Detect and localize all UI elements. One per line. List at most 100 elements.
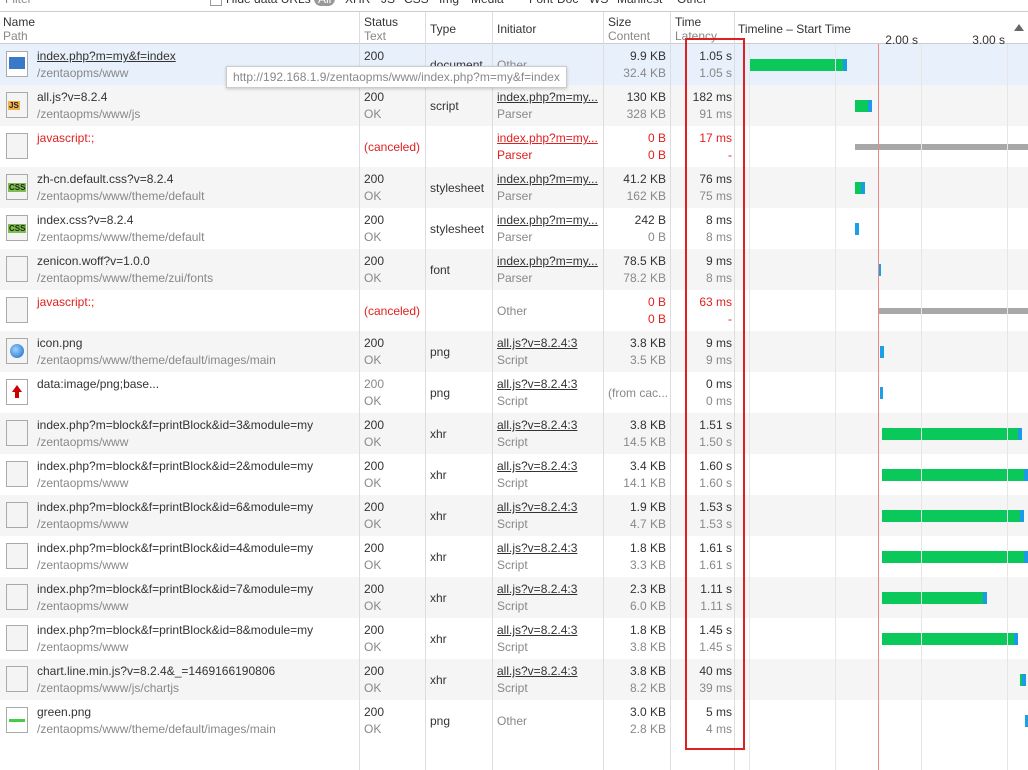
request-row[interactable]: javascript:; (canceled) Other 0 B 0 B 63 ms - [0, 290, 1028, 331]
header-status[interactable]: Status [364, 15, 399, 29]
content: 162 KB [626, 189, 666, 203]
initiator[interactable]: index.php?m=my... [497, 172, 598, 186]
header-type[interactable]: Type [430, 22, 457, 36]
size: 3.8 KB [629, 664, 666, 678]
initiator[interactable]: all.js?v=8.2.4:3 [497, 336, 578, 350]
file-icon [6, 707, 28, 733]
column-divider [1007, 44, 1008, 770]
request-row[interactable]: zenicon.woff?v=1.0.0/zentaopms/www/theme… [0, 249, 1028, 290]
request-row[interactable]: index.php?m=block&f=printBlock&id=4&modu… [0, 536, 1028, 577]
filter-button[interactable]: CSS [404, 0, 429, 6]
request-name[interactable]: icon.png [37, 336, 83, 350]
header-content[interactable]: Content [608, 29, 651, 43]
initiator[interactable]: all.js?v=8.2.4:3 [497, 582, 578, 596]
initiator[interactable]: index.php?m=my... [497, 90, 598, 104]
initiator[interactable]: index.php?m=my... [497, 131, 598, 145]
filter-button[interactable]: Media [471, 0, 504, 6]
request-name[interactable]: index.php?m=my&f=index [37, 49, 176, 63]
latency: 0 ms [705, 394, 732, 408]
type: stylesheet [430, 222, 485, 236]
header-text[interactable]: Text [364, 29, 387, 43]
initiator[interactable]: all.js?v=8.2.4:3 [497, 377, 578, 391]
request-row[interactable]: index.php?m=block&f=printBlock&id=2&modu… [0, 454, 1028, 495]
request-name[interactable]: index.php?m=block&f=printBlock&id=4&modu… [37, 541, 314, 555]
content: 14.5 KB [623, 435, 666, 449]
timeline-bar [1020, 674, 1026, 686]
initiator[interactable]: all.js?v=8.2.4:3 [497, 418, 578, 432]
request-row[interactable]: index.php?m=block&f=printBlock&id=7&modu… [0, 577, 1028, 618]
request-name[interactable]: all.js?v=8.2.4 [37, 90, 108, 104]
filter-button[interactable]: Img [439, 0, 459, 6]
checkbox[interactable] [210, 0, 222, 6]
timeline-bar [855, 100, 872, 112]
filter-button[interactable]: Font [529, 0, 553, 6]
request-row[interactable]: index.php?m=block&f=printBlock&id=6&modu… [0, 495, 1028, 536]
latency: 1.11 s [700, 599, 732, 613]
filter-button[interactable]: Manifest [617, 0, 662, 6]
request-name[interactable]: index.php?m=block&f=printBlock&id=7&modu… [37, 582, 314, 596]
time: 40 ms [699, 664, 732, 678]
timeline-bar [882, 592, 987, 604]
type: png [430, 714, 451, 728]
filter-input[interactable]: Filter [5, 0, 32, 6]
filter-button[interactable]: Other [677, 0, 707, 6]
content: 0 B [647, 148, 666, 162]
request-name[interactable]: green.png [37, 705, 92, 719]
filter-button[interactable]: WS [589, 0, 608, 6]
request-row[interactable]: index.php?m=block&f=printBlock&id=3&modu… [0, 413, 1028, 454]
request-name[interactable]: zenicon.woff?v=1.0.0 [37, 254, 150, 268]
request-name[interactable]: index.css?v=8.2.4 [37, 213, 134, 227]
initiator[interactable]: all.js?v=8.2.4:3 [497, 500, 578, 514]
request-path: /zentaopms/www/theme/default [37, 230, 205, 244]
filter-button[interactable]: All [314, 0, 336, 6]
initiator[interactable]: index.php?m=my... [497, 254, 598, 268]
request-name[interactable]: index.php?m=block&f=printBlock&id=2&modu… [37, 459, 314, 473]
initiator[interactable]: all.js?v=8.2.4:3 [497, 664, 578, 678]
status-code: 200 [364, 705, 385, 719]
initiator[interactable]: all.js?v=8.2.4:3 [497, 459, 578, 473]
filter-button[interactable]: Doc [557, 0, 578, 6]
request-row[interactable]: JS all.js?v=8.2.4/zentaopms/www/js 200 OK sc… [0, 85, 1028, 126]
toolbar-border [0, 11, 1028, 12]
latency: 1.05 s [699, 66, 732, 80]
request-row[interactable]: green.png/zentaopms/www/theme/default/im… [0, 700, 1028, 741]
size: 3.8 KB [629, 336, 666, 350]
timeline-bar [882, 551, 1028, 563]
request-name[interactable]: index.php?m=block&f=printBlock&id=8&modu… [37, 623, 314, 637]
request-row[interactable]: chart.line.min.js?v=8.2.4&_=146916619080… [0, 659, 1028, 700]
initiator-sub: Script [497, 353, 528, 367]
request-row[interactable]: CSS index.css?v=8.2.4/zentaopms/www/theme… [0, 208, 1028, 249]
scroll-up[interactable] [1014, 24, 1024, 31]
initiator[interactable]: all.js?v=8.2.4:3 [497, 623, 578, 637]
header-path[interactable]: Path [3, 29, 28, 43]
request-row[interactable]: data:image/png;base... 200 OK png all.js?v=8… [0, 372, 1028, 413]
column-divider [835, 44, 836, 770]
header-timeline[interactable]: Timeline – Start Time [738, 22, 851, 36]
header-size[interactable]: Size [608, 15, 632, 29]
header-time[interactable]: Time [675, 15, 702, 29]
filter-button[interactable]: XHR [345, 0, 370, 6]
request-name[interactable]: data:image/png;base... [37, 377, 160, 391]
column-divider [359, 12, 360, 770]
type: png [430, 386, 451, 400]
request-name[interactable]: zh-cn.default.css?v=8.2.4 [37, 172, 174, 186]
request-row[interactable]: javascript:; (canceled) index.php?m=my... P… [0, 126, 1028, 167]
request-name[interactable]: chart.line.min.js?v=8.2.4&_=146916619080… [37, 664, 276, 678]
request-name[interactable]: javascript:; [37, 131, 95, 145]
request-name[interactable]: javascript:; [37, 295, 95, 309]
globe-glyph [10, 344, 24, 358]
request-name[interactable]: index.php?m=block&f=printBlock&id=3&modu… [37, 418, 314, 432]
initiator[interactable]: index.php?m=my... [497, 213, 598, 227]
status-text: OK [364, 230, 382, 244]
request-name[interactable]: index.php?m=block&f=printBlock&id=6&modu… [37, 500, 314, 514]
initiator[interactable]: all.js?v=8.2.4:3 [497, 541, 578, 555]
request-row[interactable]: CSS zh-cn.default.css?v=8.2.4/zentaopms/w… [0, 167, 1028, 208]
file-icon [6, 625, 28, 651]
request-row[interactable]: index.php?m=block&f=printBlock&id=8&modu… [0, 618, 1028, 659]
header-initiator[interactable]: Initiator [497, 22, 537, 36]
latency: 8 ms [705, 230, 732, 244]
request-row[interactable]: icon.png/zentaopms/www/theme/default/ima… [0, 331, 1028, 372]
status-text: OK [364, 722, 382, 736]
filter-button[interactable]: JS [381, 0, 395, 6]
header-name[interactable]: Name [3, 15, 36, 29]
